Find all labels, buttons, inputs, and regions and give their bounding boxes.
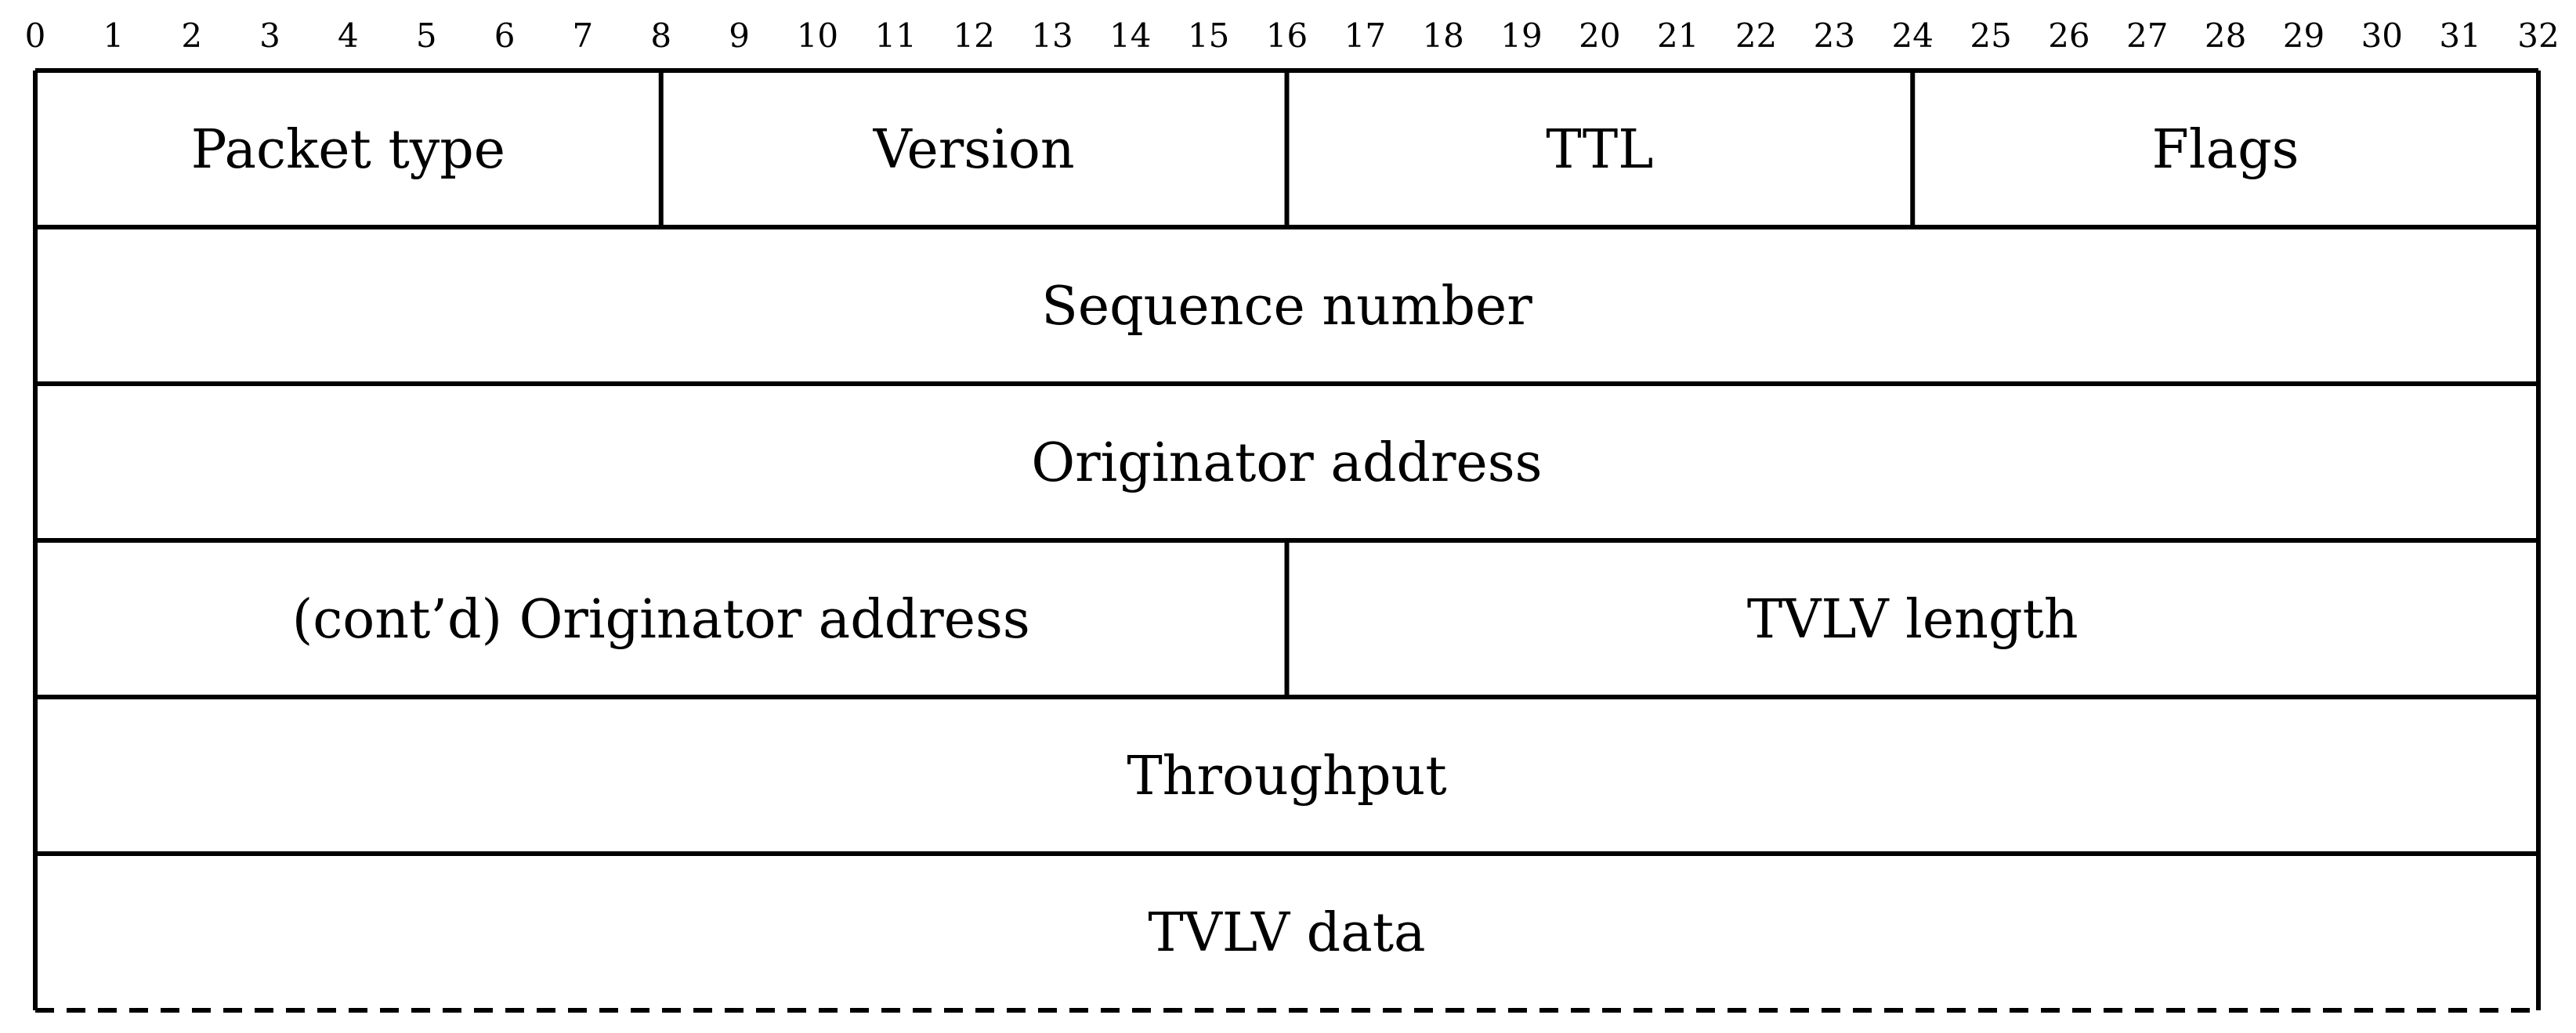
bit-index-label: 11 [875, 16, 917, 55]
bit-index-label: 28 [2205, 16, 2246, 55]
field-label: TTL [1546, 119, 1653, 181]
bit-index-label: 32 [2517, 16, 2559, 55]
bit-index-label: 21 [1657, 16, 1699, 55]
bit-index-label: 19 [1500, 16, 1542, 55]
bit-ruler: 0 1 2 3 4 5 6 7 8 9 10 11 12 13 14 15 16 17 18 19 20 21 22 23 24… [25, 16, 2560, 55]
bit-index-label: 6 [494, 16, 516, 55]
bit-index-label: 30 [2361, 16, 2403, 55]
bit-index-label: 4 [338, 16, 359, 55]
bit-index-label: 2 [181, 16, 202, 55]
field-label: Sequence number [1041, 276, 1532, 338]
bit-index-label: 13 [1031, 16, 1073, 55]
bit-index-label: 12 [953, 16, 994, 55]
field-label: TVLV data [1148, 902, 1425, 964]
packet-fields-table: Packet type Version TTL Flags Sequence numbe… [33, 68, 2541, 1013]
bit-index-label: 3 [259, 16, 280, 55]
field-label: Packet type [191, 119, 505, 181]
bit-index-label: 1 [103, 16, 124, 55]
bit-index-label: 0 [25, 16, 46, 55]
bit-index-label: 17 [1344, 16, 1386, 55]
field-label: TVLV length [1747, 589, 2079, 651]
field-label: Originator address [1031, 432, 1542, 494]
bit-index-label: 23 [1814, 16, 1855, 55]
bit-index-label: 20 [1579, 16, 1620, 55]
bit-index-label: 10 [797, 16, 838, 55]
bit-index-label: 31 [2439, 16, 2480, 55]
bit-index-label: 5 [416, 16, 437, 55]
field-label: Flags [2152, 119, 2299, 181]
bit-index-label: 18 [1422, 16, 1463, 55]
bit-index-label: 25 [1970, 16, 2011, 55]
bit-index-label: 16 [1266, 16, 1308, 55]
bit-index-label: 8 [650, 16, 671, 55]
field-label: Throughput [1127, 746, 1446, 807]
bit-index-label: 7 [573, 16, 594, 55]
bit-index-label: 27 [2126, 16, 2168, 55]
bit-index-label: 9 [729, 16, 750, 55]
bit-index-label: 22 [1735, 16, 1777, 55]
field-label: (cont’d) Originator address [292, 589, 1030, 651]
bit-index-label: 29 [2283, 16, 2325, 55]
bit-index-label: 14 [1109, 16, 1151, 55]
bit-index-label: 26 [2048, 16, 2089, 55]
bit-index-label: 24 [1892, 16, 1934, 55]
field-label: Version [873, 119, 1075, 181]
bit-index-label: 15 [1188, 16, 1229, 55]
